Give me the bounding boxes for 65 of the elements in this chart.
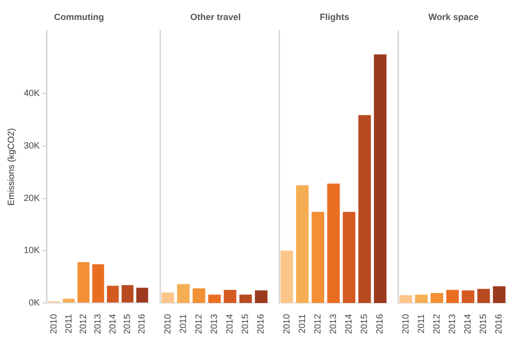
x-tick-label: 2014 [462, 314, 473, 334]
x-tick-label: 2015 [359, 314, 370, 334]
x-tick-label: 2010 [281, 314, 292, 334]
x-tick-label: 2016 [494, 314, 504, 334]
bar [106, 286, 119, 302]
x-tick-label: 2012 [431, 314, 442, 334]
x-tick-label: 2014 [224, 314, 235, 334]
y-tick-label: 0K [28, 297, 40, 308]
x-tick-label: 2010 [162, 314, 172, 334]
bar [446, 290, 459, 303]
bar [62, 298, 75, 302]
chart-title: Work space [428, 12, 479, 22]
bar [492, 286, 506, 303]
bar [342, 212, 356, 303]
bar [208, 294, 221, 303]
bar [430, 293, 444, 303]
bar [415, 294, 428, 303]
y-axis-title: Emissions (kgCO2) [6, 128, 16, 206]
bar [224, 290, 236, 303]
chart-title: Commuting [54, 12, 104, 22]
x-tick-label: 2013 [328, 314, 338, 334]
y-tick-label: 40K [24, 88, 40, 98]
x-tick-label: 2011 [296, 314, 307, 334]
x-tick-label: 2012 [312, 314, 322, 334]
bar [192, 288, 206, 303]
x-tick-label: 2013 [92, 314, 103, 334]
y-tick-label: 10K [24, 245, 40, 256]
x-tick-label: 2010 [400, 314, 410, 334]
bar [327, 184, 340, 303]
x-tick-label: 2012 [193, 314, 204, 334]
bar [177, 284, 190, 303]
x-tick-label: 2011 [178, 314, 188, 334]
x-tick-label: 2010 [48, 314, 59, 334]
bar [92, 264, 104, 302]
x-tick-label: 2015 [122, 314, 132, 334]
x-tick-label: 2016 [374, 314, 385, 334]
x-tick-label: 2014 [107, 314, 118, 334]
bar [462, 290, 474, 303]
y-tick-label: 30K [24, 140, 40, 150]
bar [162, 292, 174, 303]
x-tick-label: 2016 [136, 314, 147, 334]
bar [477, 288, 490, 303]
bar [136, 288, 148, 302]
bar [374, 54, 386, 303]
x-tick-label: 2013 [446, 314, 457, 334]
x-tick-label: 2014 [344, 314, 354, 334]
y-tick-label: 20K [24, 192, 40, 203]
bar [254, 290, 268, 303]
chart-title: Flights [320, 12, 350, 22]
x-tick-label: 2015 [240, 314, 250, 334]
x-tick-label: 2012 [78, 314, 88, 334]
bar [280, 250, 294, 303]
chart-title: Other travel [190, 12, 241, 22]
x-tick-label: 2011 [416, 314, 426, 334]
bar [358, 115, 371, 303]
x-tick-label: 2013 [208, 314, 219, 334]
bar [400, 295, 412, 303]
bar [78, 262, 90, 302]
bar [296, 185, 309, 303]
x-tick-label: 2011 [63, 314, 74, 334]
bar [122, 285, 134, 302]
x-tick-label: 2016 [256, 314, 266, 334]
x-tick-label: 2015 [478, 314, 488, 334]
bar [239, 294, 252, 303]
bar [312, 212, 324, 303]
